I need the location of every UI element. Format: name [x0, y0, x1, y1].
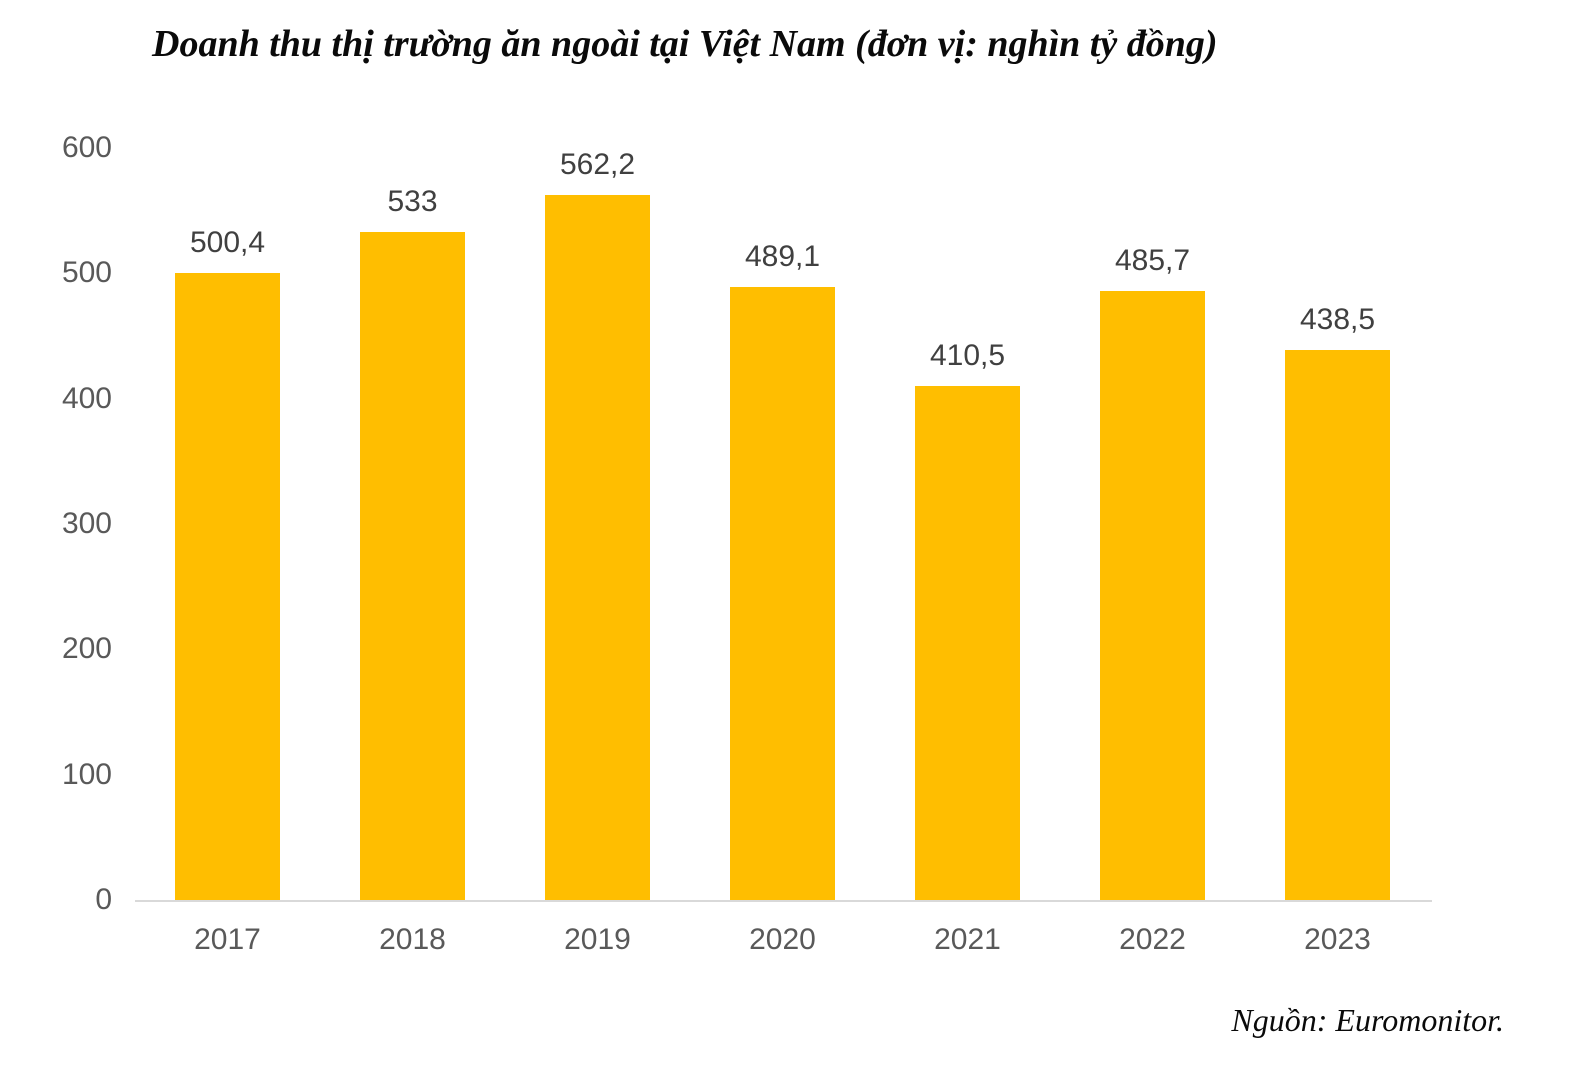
x-axis-label: 2022	[1119, 923, 1186, 956]
bar-value-label: 500,4	[189, 226, 266, 259]
x-axis-label: 2020	[749, 923, 816, 956]
bar-value-label: 562,2	[559, 148, 636, 181]
bar-2017	[175, 273, 280, 900]
bar-value-label: 485,7	[1114, 244, 1191, 277]
x-axis-label: 2021	[934, 923, 1001, 956]
bar-2021	[915, 386, 1020, 900]
chart-title: Doanh thu thị trường ăn ngoài tại Việt N…	[152, 23, 1218, 65]
y-axis-tick-label: 100	[61, 757, 112, 791]
x-axis-label: 2019	[564, 923, 631, 956]
y-axis-tick-label: 500	[61, 256, 112, 290]
bar-2022	[1100, 291, 1205, 900]
y-axis-tick-label: 600	[61, 131, 112, 164]
bar-2018	[360, 232, 465, 900]
bar-value-label: 410,5	[929, 339, 1006, 372]
y-axis-tick-label: 300	[61, 507, 112, 540]
bar-value-label: 438,5	[1299, 303, 1376, 336]
bar-value-label: 533	[387, 185, 438, 218]
bar-value-label: 489,1	[744, 240, 821, 273]
bar-2023	[1285, 350, 1390, 900]
x-axis-label: 2023	[1304, 923, 1371, 956]
bar-2020	[730, 287, 835, 900]
x-axis-label: 2017	[194, 923, 261, 956]
y-axis-tick-label: 400	[61, 381, 112, 415]
source-note: Nguồn: Euromonitor.	[1231, 1002, 1504, 1038]
bar-2019	[545, 195, 650, 900]
x-axis-line	[135, 900, 1432, 902]
y-axis-tick-label: 0	[95, 883, 112, 916]
x-axis-label: 2018	[379, 923, 446, 956]
y-axis-tick-label: 200	[61, 632, 112, 666]
